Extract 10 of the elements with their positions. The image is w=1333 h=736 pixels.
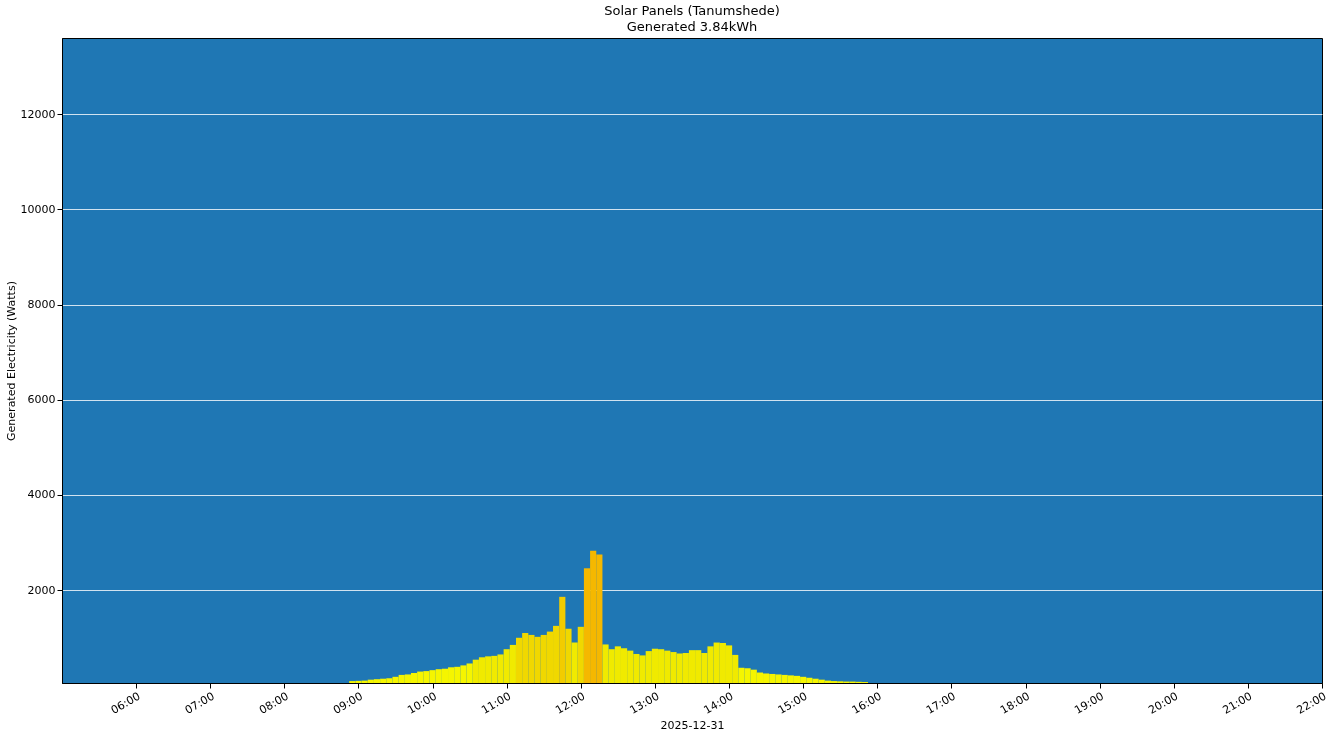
y-tick-label: 8000 <box>27 298 56 312</box>
y-tick-label: 4000 <box>27 488 56 502</box>
y-tick-label: 2000 <box>27 583 56 597</box>
y-tick-label: 6000 <box>27 393 56 407</box>
chart-subtitle: Generated 3.84kWh <box>626 19 758 34</box>
y-tick-label: 10000 <box>20 202 56 216</box>
y-axis-title: Generated Electricity (Watts) <box>4 281 18 441</box>
y-tick-label: 12000 <box>20 107 56 121</box>
x-axis-title: 2025-12-31 <box>660 718 725 732</box>
chart-title: Solar Panels (Tanumshede) <box>604 3 780 18</box>
